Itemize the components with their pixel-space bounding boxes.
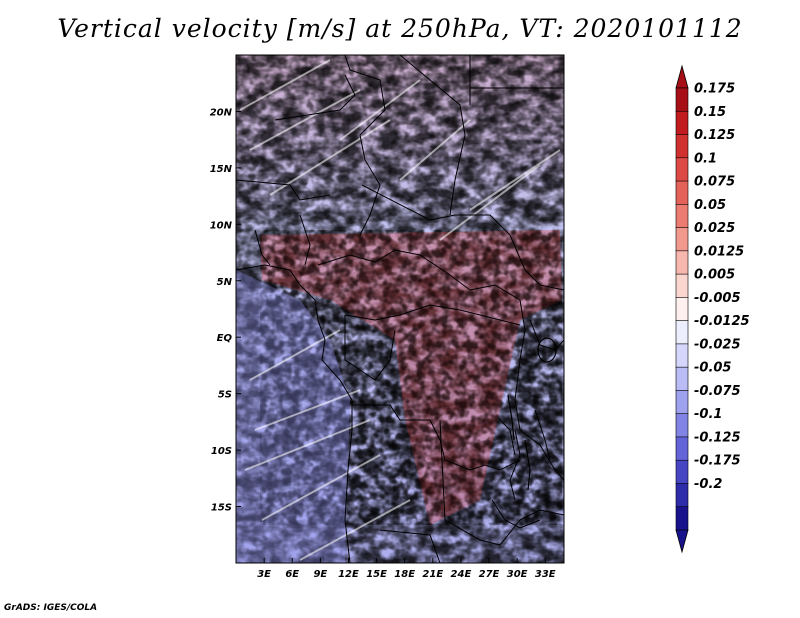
colorbar-swatch (675, 227, 689, 252)
colorbar-label: 0.0125 (694, 244, 744, 259)
lon-tick-label: 30E (507, 569, 528, 580)
colorbar-label: -0.075 (694, 384, 741, 399)
lon-tick-label: 12E (338, 569, 359, 580)
colorbar-swatch (675, 320, 689, 345)
lat-tick-label: 20N (210, 107, 233, 118)
grads-credit: GrADS: IGES/COLA (4, 603, 98, 613)
colorbar-label: 0.1 (694, 151, 717, 166)
colorbar-top-arrow (675, 64, 689, 89)
colorbar-swatch (675, 180, 689, 205)
lon-tick-label: 24E (451, 569, 472, 580)
colorbar-label: -0.005 (694, 291, 741, 306)
country-borders (236, 55, 564, 563)
lon-tick-label: 6E (285, 569, 299, 580)
colorbar-swatch (675, 273, 689, 298)
colorbar-swatch (675, 250, 689, 275)
lat-tick-label: EQ (217, 333, 233, 344)
colorbar-label: -0.0125 (694, 314, 750, 329)
colorbar-label: 0.125 (694, 128, 735, 143)
colorbar-label: -0.2 (694, 477, 722, 492)
plot-frame (235, 54, 565, 564)
lat-tick-label: 10S (211, 446, 232, 457)
colorbar-label: 0.075 (694, 175, 735, 190)
lon-tick-label: 33E (535, 569, 556, 580)
colorbar-swatch (675, 343, 689, 368)
lat-tick-label: 5N (217, 277, 233, 288)
colorbar-swatch (675, 366, 689, 392)
velocity-field (236, 55, 564, 563)
lon-tick-label: 9E (313, 569, 327, 580)
colorbar-label: 0.005 (694, 268, 735, 283)
map-title: Vertical velocity [m/s] at 250hPa, VT: 2… (57, 14, 743, 43)
lat-tick-label: 5S (218, 390, 232, 401)
latitude-axis: 20N 15N 10N 5N EQ 5S 10S 15S (210, 107, 241, 514)
colorbar: 0.175 0.15 0.125 0.1 0.075 0.05 0.025 0.0125 0.0… (675, 64, 750, 554)
colorbar-label: -0.175 (694, 454, 741, 469)
lon-tick-label: 27E (479, 569, 500, 580)
lon-tick-label: 21E (422, 569, 443, 580)
colorbar-label: 0.175 (694, 82, 735, 97)
colorbar-swatch (675, 297, 689, 322)
lat-tick-label: 15S (211, 503, 232, 514)
colorbar-swatch (675, 413, 689, 438)
colorbar-swatch (675, 87, 689, 112)
colorbar-swatch (675, 483, 689, 508)
colorbar-swatch (675, 204, 689, 229)
colorbar-label: 0.15 (694, 105, 726, 120)
colorbar-bottom-arrow (675, 529, 689, 554)
colorbar-label: -0.025 (694, 337, 741, 352)
colorbar-label: 0.025 (694, 221, 735, 236)
colorbar-label: -0.1 (694, 407, 722, 422)
colorbar-swatch (675, 157, 689, 182)
colorbar-swatch (675, 110, 689, 136)
colorbar-swatch (675, 134, 689, 159)
longitude-axis: 3E 6E 9E 12E 15E 18E 21E 24E 27E 30E 33E (257, 558, 556, 580)
lon-tick-label: 15E (366, 569, 387, 580)
lat-tick-label: 15N (210, 164, 233, 175)
colorbar-label: -0.05 (694, 361, 731, 376)
colorbar-label: 0.05 (694, 198, 726, 213)
colorbar-swatch (675, 436, 689, 461)
lon-tick-label: 18E (394, 569, 415, 580)
lon-tick-label: 3E (257, 569, 271, 580)
colorbar-swatch (675, 506, 689, 531)
lat-tick-label: 10N (210, 220, 233, 231)
colorbar-label: -0.125 (694, 430, 741, 445)
colorbar-swatch (675, 459, 689, 485)
colorbar-swatch (675, 390, 689, 415)
